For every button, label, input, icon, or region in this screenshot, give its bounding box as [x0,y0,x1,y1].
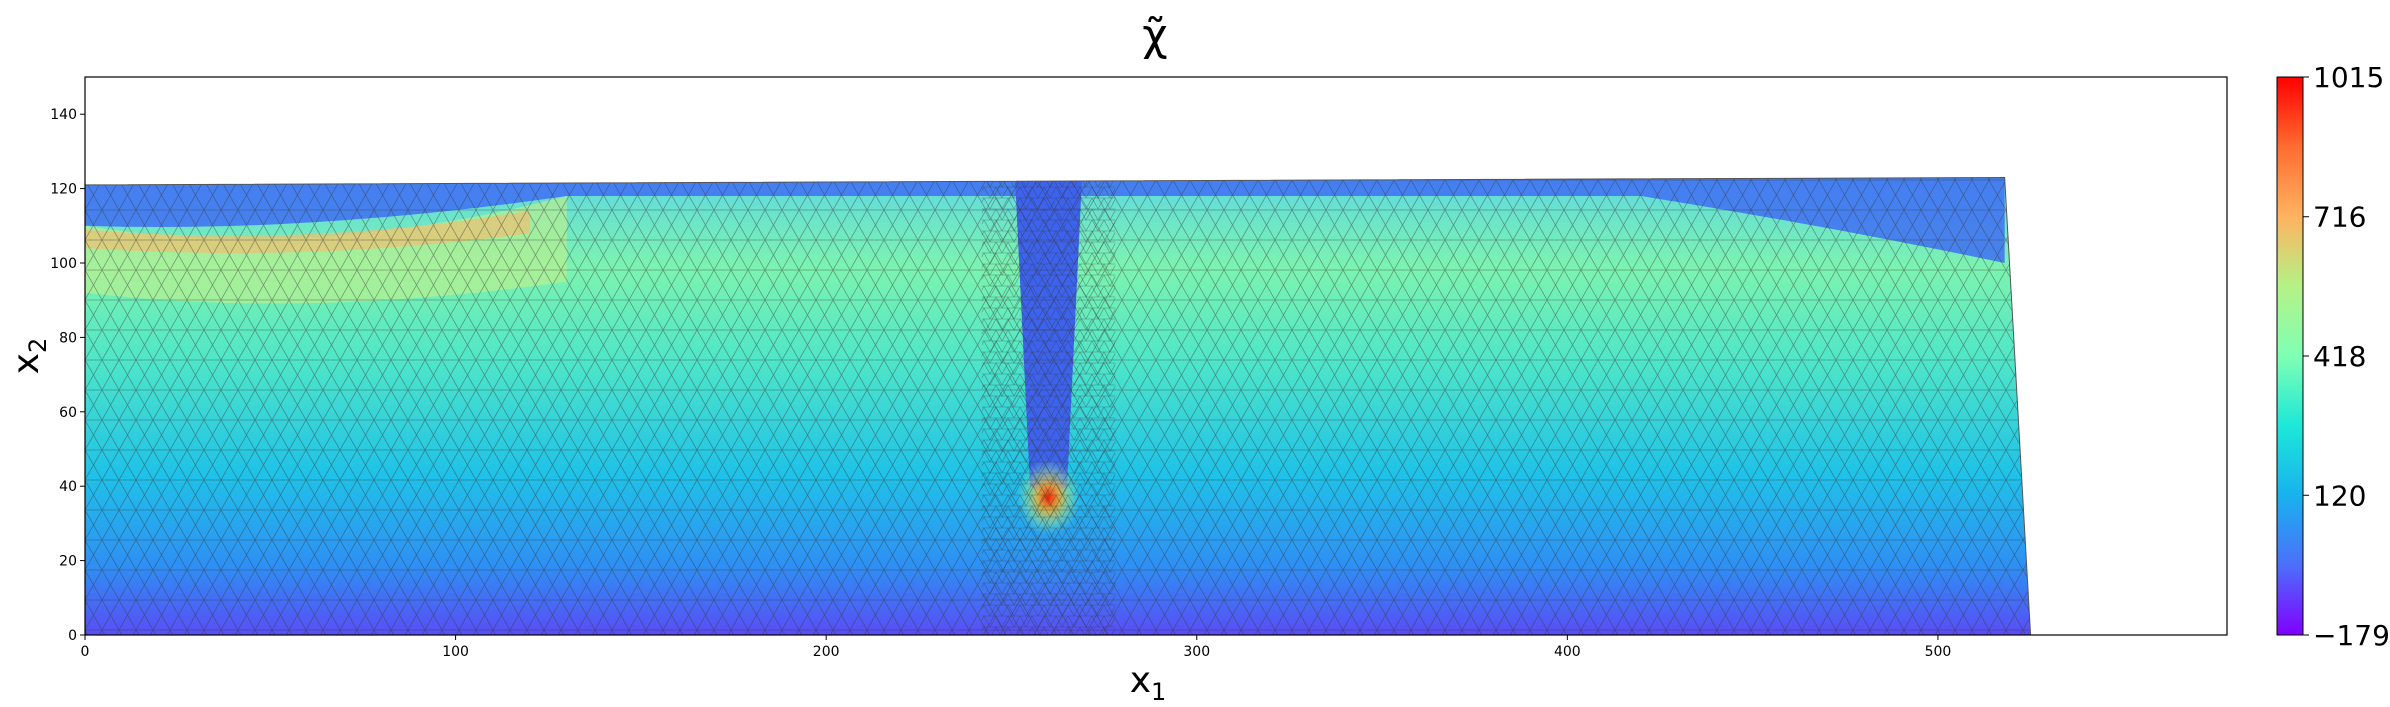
mesh-refined [981,181,1116,635]
x-tick-label: 200 [813,644,840,660]
colorbar-tick-label: 716 [2313,201,2366,234]
y-axis-label: x2 [6,338,52,375]
plot-area [85,176,2032,635]
x-tick-label: 500 [1925,644,1952,660]
x-tick-label: 100 [442,644,469,660]
chart-title: χ̃ [1142,10,1167,61]
domain-boundary [85,176,2032,635]
y-tick-label: 0 [68,628,77,644]
y-tick-label: 60 [59,405,77,421]
colorbar-tick-label: 1015 [2313,61,2384,94]
y-tick-label: 20 [59,554,77,570]
x-axis: 0 100 200 300 400 500 [81,635,1952,660]
colorbar: −179 120 418 716 1015 [2276,61,2390,652]
plot-frame [84,76,2228,636]
colorbar-tick-label: −179 [2313,619,2390,652]
y-tick-label: 40 [59,479,77,495]
y-tick-label: 100 [50,256,77,272]
colorbar-tick-label: 418 [2313,340,2366,373]
x-tick-label: 300 [1183,644,1210,660]
colorbar-gradient [2276,76,2304,636]
x-tick-label: 0 [81,644,90,660]
y-tick-label: 120 [50,182,77,198]
y-axis: 0 20 40 60 80 100 120 140 [50,107,85,644]
y-tick-label: 80 [59,330,77,346]
x-tick-label: 400 [1554,644,1581,660]
x-axis-label: x1 [1130,660,1167,706]
colorbar-tick-label: 120 [2313,479,2366,512]
y-tick-label: 140 [50,107,77,123]
